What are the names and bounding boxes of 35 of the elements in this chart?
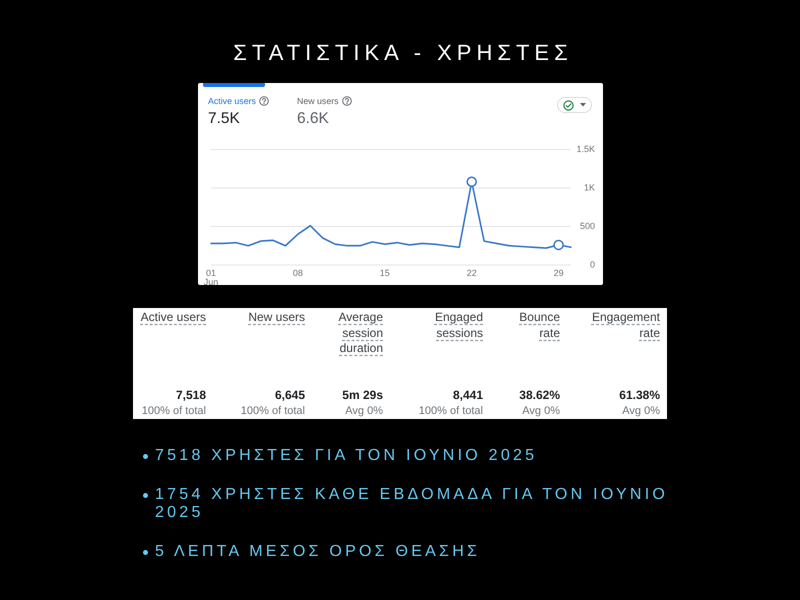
category-label: New users — [247, 310, 305, 326]
x-tick-label: 22 — [466, 268, 477, 278]
chart-title: ΣΤΑΤΙΣΤΙΚΑ - ΧΡΗΣΤΕΣ — [232, 39, 574, 67]
text: 100% of total — [142, 404, 206, 418]
category-label: Engagement rate — [590, 310, 660, 341]
text: 6.6K — [297, 109, 330, 128]
x-tick-label: 29 — [554, 268, 564, 278]
text: 7,518 — [176, 388, 206, 402]
text: 38.62% — [519, 388, 560, 402]
text: Active users — [208, 95, 256, 107]
text: Avg 0% — [345, 404, 383, 418]
y-tick-label: 0 — [590, 259, 595, 270]
x-tick-label: 01 Jun — [204, 268, 218, 287]
text: 1754 ΧΡΗΣΤΕΣ ΚΑΘΕ ΕΒΔΟΜΑΔΑ ΓΙΑ ΤΟΝ ΙΟΥΝΙΟ 2025 — [155, 486, 670, 522]
text: 7.5K — [208, 109, 241, 128]
text: 5 ΛΕΠΤΑ ΜΕΣΟΣ ΟΡΟΣ ΘΕΑΣΗΣ — [155, 543, 482, 561]
category-label: Average session duration — [338, 310, 383, 356]
y-tick-label: 1K — [584, 182, 595, 192]
category-label: Engaged sessions — [434, 310, 483, 341]
text: 100% of total — [240, 404, 305, 418]
x-tick-label: 08 — [292, 268, 303, 278]
text: Avg 0% — [522, 404, 560, 418]
text: 6,645 — [274, 388, 305, 402]
text: Avg 0% — [622, 404, 660, 418]
category-label: Active users — [140, 310, 206, 326]
text: 100% of total — [418, 404, 483, 418]
text: 7518 ΧΡΗΣΤΕΣ ΓΙΑ ΤΟΝ ΙΟΥΝΙΟ 2025 — [155, 447, 538, 465]
text: 8,441 — [452, 388, 483, 402]
y-tick-label: 500 — [580, 220, 595, 231]
y-tick-label: 1.5K — [576, 144, 595, 154]
category-label: Bounce rate — [518, 310, 560, 341]
text: New users — [297, 95, 339, 107]
text: 5m 29s — [342, 388, 383, 402]
x-tick-label: 15 — [380, 268, 390, 278]
text: 61.38% — [619, 388, 660, 402]
